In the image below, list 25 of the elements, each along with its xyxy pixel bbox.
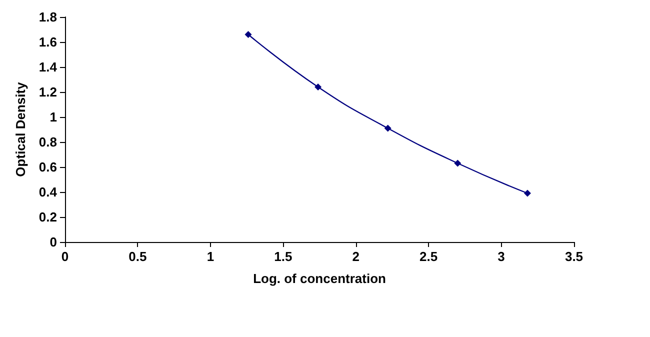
x-tick-label: 2.5 xyxy=(420,249,438,264)
x-axis-title: Log. of concentration xyxy=(253,271,386,286)
y-tick-label: 1.2 xyxy=(38,84,57,100)
y-tick-label: 0.8 xyxy=(38,134,57,150)
x-tick-label: 3 xyxy=(498,249,505,264)
x-tick-label: 0 xyxy=(61,249,69,264)
y-tick-label: 0.6 xyxy=(38,160,57,174)
x-tick-label: 2 xyxy=(352,249,360,264)
y-tick-label: 1.8 xyxy=(38,10,57,24)
point xyxy=(384,124,392,132)
x-tick-label: 1.5 xyxy=(274,249,292,264)
y-tick-label: 0 xyxy=(50,234,57,250)
x-tick-label: 3.5 xyxy=(564,249,584,264)
y-tick-label: 1.6 xyxy=(38,34,57,50)
point xyxy=(454,160,462,167)
x-tick-label: 0.5 xyxy=(128,249,147,264)
y-axis-title: Optical Density xyxy=(13,81,28,177)
point xyxy=(244,31,252,38)
point xyxy=(524,190,531,197)
y-tick-label: 0.4 xyxy=(38,184,58,200)
y-tick-label: 1.4 xyxy=(38,60,58,74)
y-tick-label: 1 xyxy=(50,110,57,124)
point xyxy=(314,84,322,90)
y-tick-label: 0.2 xyxy=(38,210,57,224)
x-tick-label: 1 xyxy=(206,249,214,264)
